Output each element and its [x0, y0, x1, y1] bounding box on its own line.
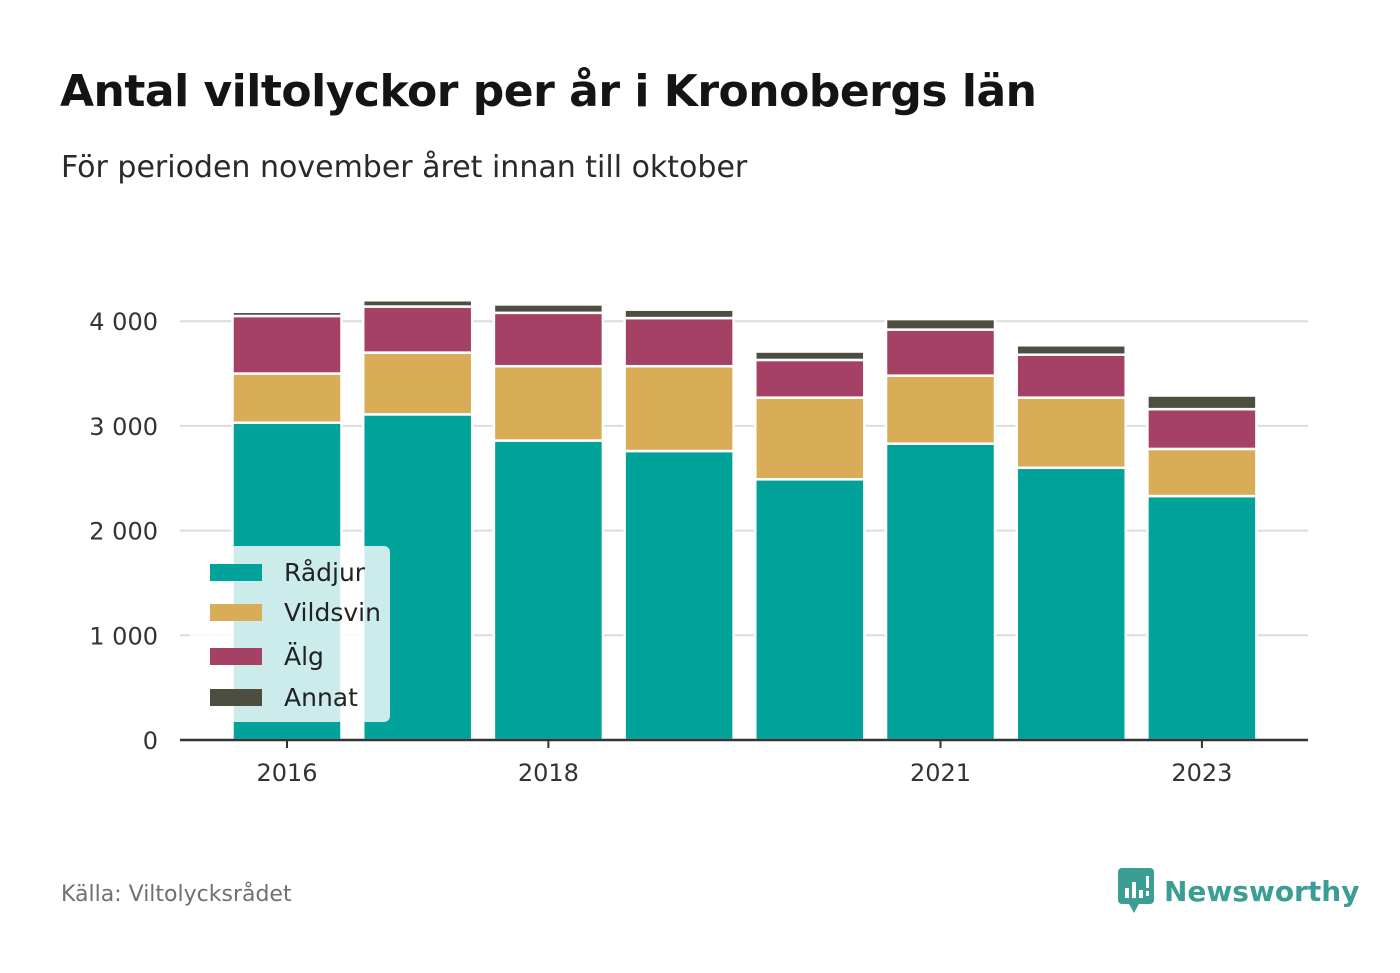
- bar-segment: [1146, 447, 1258, 498]
- bar-segment: [492, 364, 605, 442]
- bar-segment: [1015, 344, 1127, 356]
- legend-item: Rådjur: [210, 558, 365, 587]
- bar-segment: [1146, 394, 1258, 411]
- y-tick-label: 3 000: [89, 413, 158, 441]
- y-tick-label: 1 000: [89, 622, 158, 650]
- bar-segment: [884, 442, 997, 742]
- legend-label: Annat: [284, 683, 358, 712]
- x-axis: 2016 2018 2021 2023: [180, 738, 1308, 787]
- bar-segment: [884, 328, 997, 377]
- bar-segment: [492, 303, 605, 315]
- bar-segment: [1146, 407, 1258, 451]
- y-tick-label: 2 000: [89, 518, 158, 546]
- chart-title: Antal viltolyckor per år i Kronobergs lä…: [60, 66, 1037, 117]
- bar-segment: [231, 372, 343, 425]
- bar-segment: [623, 316, 735, 368]
- chart-legend: Rådjur Vildsvin Älg Annat: [190, 546, 390, 722]
- legend-swatch: [210, 689, 262, 706]
- bar-segment: [361, 305, 474, 354]
- y-tick-label: 0: [143, 727, 158, 755]
- x-tick-label: 2016: [256, 759, 317, 787]
- newsworthy-logo-icon: [1118, 868, 1154, 913]
- bar-segment: [492, 439, 605, 742]
- bar-segment: [754, 478, 866, 742]
- legend-label: Vildsvin: [284, 598, 381, 627]
- bar-segment: [361, 299, 474, 308]
- x-tick-label: 2018: [518, 759, 579, 787]
- legend-swatch: [210, 564, 262, 581]
- bar-segment: [492, 311, 605, 368]
- legend-label: Älg: [284, 642, 324, 671]
- bar-segment: [231, 314, 343, 375]
- bar-segment: [884, 374, 997, 445]
- bar-segment: [754, 358, 866, 399]
- bar-segment: [361, 351, 474, 416]
- bar-segment: [623, 364, 735, 453]
- legend-swatch: [210, 648, 262, 665]
- bar-segment: [754, 350, 866, 362]
- brand-name: Newsworthy: [1164, 874, 1360, 908]
- bar-segment: [623, 449, 735, 742]
- bar-segment: [1015, 396, 1127, 470]
- legend-item: Älg: [210, 642, 324, 671]
- bar-segment: [623, 308, 735, 320]
- bar-segment: [884, 317, 997, 331]
- bar-segment: [1146, 494, 1258, 742]
- source-note: Källa: Viltolycksrådet: [61, 882, 292, 907]
- y-tick-label: 4 000: [89, 308, 158, 336]
- legend-item: Annat: [210, 683, 358, 712]
- brand-logo[interactable]: Newsworthy: [1118, 868, 1359, 914]
- bar-segment: [754, 396, 866, 481]
- legend-swatch: [210, 604, 262, 621]
- bar-segment: [1015, 466, 1127, 742]
- x-tick-label: 2021: [910, 759, 971, 787]
- legend-item: Vildsvin: [210, 598, 381, 627]
- bar-segment: [231, 310, 343, 318]
- legend-label: Rådjur: [284, 558, 366, 587]
- x-tick-label: 2023: [1171, 759, 1232, 787]
- y-axis-ticks: 0 1 000 2 000 3 000 4 000: [89, 308, 158, 755]
- bar-segment: [1015, 353, 1127, 399]
- chart-subtitle: För perioden november året innan till ok…: [61, 150, 748, 185]
